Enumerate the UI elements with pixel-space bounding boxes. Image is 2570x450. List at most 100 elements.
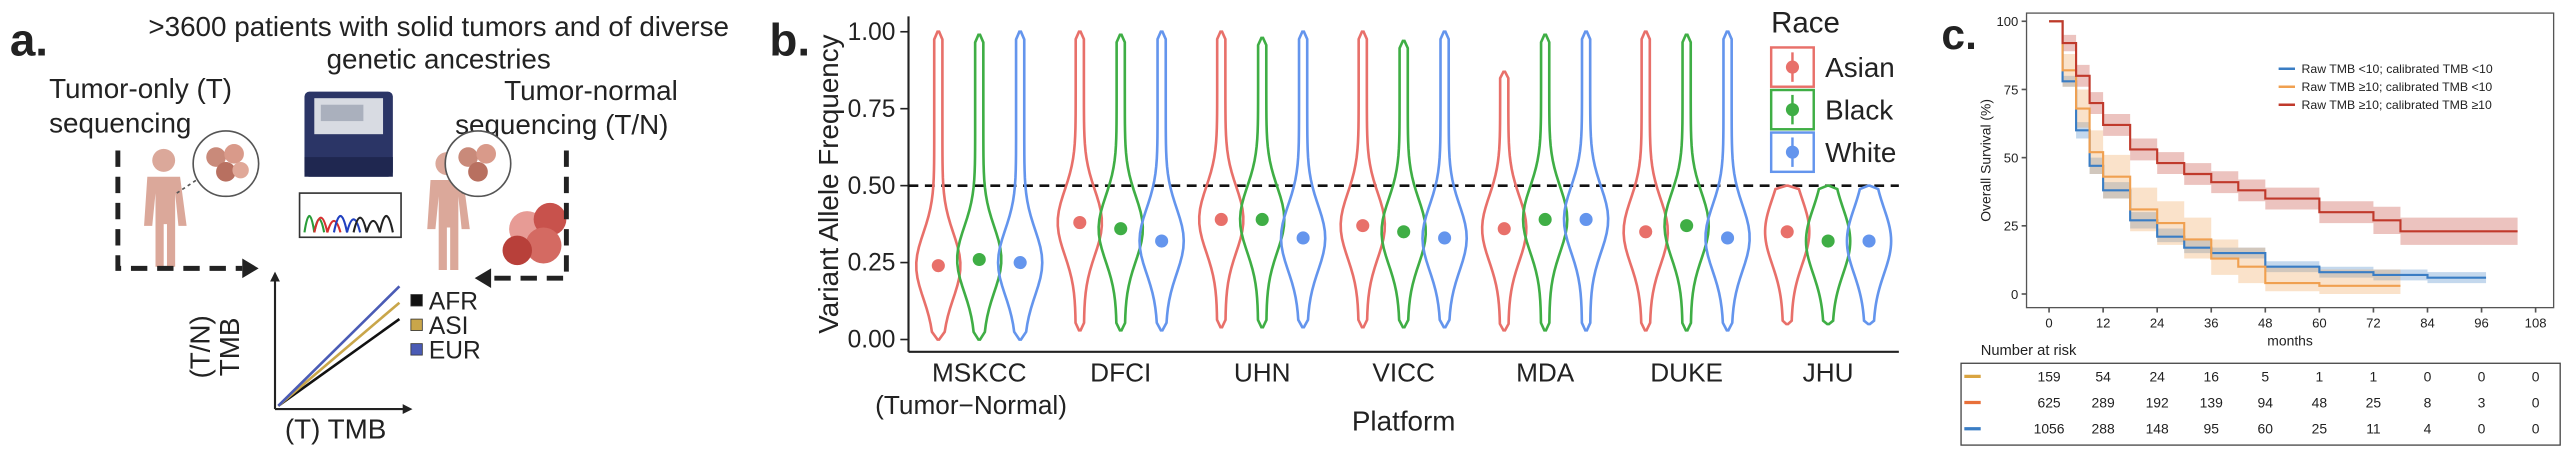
flow-arrow [115,150,569,281]
risk-count: 4 [2424,421,2432,437]
legend-title: Race [1771,7,1840,40]
survival-curve [2049,20,2401,287]
panel-title: genetic ancestries [327,44,551,75]
legend-label: AFR [429,288,478,315]
x-tick-label: DFCI [1090,357,1151,387]
y-tick-label: 25 [2004,219,2019,234]
x-tick-label: UHN [1234,357,1291,387]
risk-count: 148 [2146,421,2169,437]
risk-count: 60 [2258,421,2274,437]
panel-label: b. [769,15,810,66]
y-tick-label: 0.75 [848,96,896,123]
schematic-y-label: (T/N) [185,315,216,378]
risk-count: 139 [2200,394,2223,410]
risk-count: 625 [2037,394,2060,410]
x-tick-label: MSKCC [932,357,1027,387]
violin [1562,30,1610,332]
panel-label: a. [10,15,48,66]
x-axis-label: Platform [1352,405,1456,436]
median-dot [1073,216,1087,230]
median-dot [1780,225,1794,239]
median-dot [1214,212,1228,227]
risk-count: 0 [2478,421,2486,437]
legend-swatch [410,343,423,356]
risk-count: 1 [2370,368,2378,384]
risk-count: 159 [2037,368,2060,384]
left-label: sequencing [49,108,191,139]
risk-count: 16 [2204,368,2220,384]
risk-count: 95 [2204,421,2220,437]
x-tick-label: VICC [1372,357,1435,387]
x-tick-label: 0 [2045,315,2052,330]
panel-title: >3600 patients with solid tumors and of … [148,11,729,42]
x-tick-label: JHU [1803,357,1854,387]
left-label: Tumor-only (T) [49,73,232,104]
legend-key-dot [1785,103,1799,117]
median-dot [1155,234,1169,248]
violin [1804,184,1852,326]
risk-count: 192 [2146,394,2169,410]
risk-count: 54 [2095,368,2111,384]
risk-table-frame [1960,362,2561,446]
violin [1421,30,1469,329]
human-figure [144,148,470,270]
median-dot [1821,234,1835,248]
risk-count: 48 [2312,394,2328,410]
panel-label: c. [1941,11,1976,59]
median-dot [1114,222,1128,236]
risk-count: 0 [2424,368,2432,384]
violin [1763,184,1811,326]
median-dot [931,259,945,273]
y-tick-label: 1.00 [848,19,896,46]
risk-count: 0 [2532,368,2540,384]
median-dot [1639,225,1653,239]
x-tick-label: 96 [2474,315,2489,330]
median-dot [1721,231,1735,245]
violin [996,30,1044,341]
confidence-band [2049,21,2518,245]
x-tick-label: 84 [2420,315,2435,330]
schematic-x-label: (T) TMB [285,414,386,445]
median-dot [1356,219,1370,233]
arrow-head [242,258,492,288]
y-tick-label: 50 [2004,151,2019,166]
y-axis-label: Variant Allele Frequency [813,34,844,333]
schematic-axis-arrow [270,271,413,414]
right-label: Tumor-normal [504,75,678,106]
risk-count: 288 [2092,421,2115,437]
y-tick-label: 0.50 [848,173,896,200]
x-tick-label: 60 [2312,315,2327,330]
schematic-axis [273,278,406,411]
median-dot [1862,234,1876,248]
risk-count: 1056 [2034,421,2065,437]
legend-swatch [410,294,423,307]
violin [1845,184,1893,326]
legend-label: Black [1825,94,1893,125]
risk-count: 5 [2261,368,2269,384]
risk-count: 0 [2532,421,2540,437]
schematic-line [277,318,401,407]
median-dot [1397,225,1411,239]
x-tick-label: 24 [2150,315,2165,330]
violin [1138,30,1186,332]
y-tick-label: 100 [1997,14,2019,29]
median-dot [1579,212,1593,227]
y-tick-label: 0.25 [848,250,896,277]
x-tick-note: (Tumor−Normal) [875,390,1067,420]
schematic-line [277,285,401,407]
x-tick-label: 12 [2096,315,2111,330]
violin [1704,30,1751,332]
violin [1056,30,1104,332]
x-tick-label: MDA [1516,357,1575,387]
legend-key-dot [1785,145,1799,159]
x-tick-label: 36 [2204,315,2219,330]
schematic-line [277,301,401,407]
risk-count: 25 [2366,394,2382,410]
violin [955,33,1003,341]
legend-label: White [1825,137,1896,168]
violin [1097,33,1145,332]
risk-count: 0 [2532,394,2540,410]
x-axis-label: months [2267,332,2313,348]
y-axis-label: Overall Survival (%) [1978,99,1994,222]
